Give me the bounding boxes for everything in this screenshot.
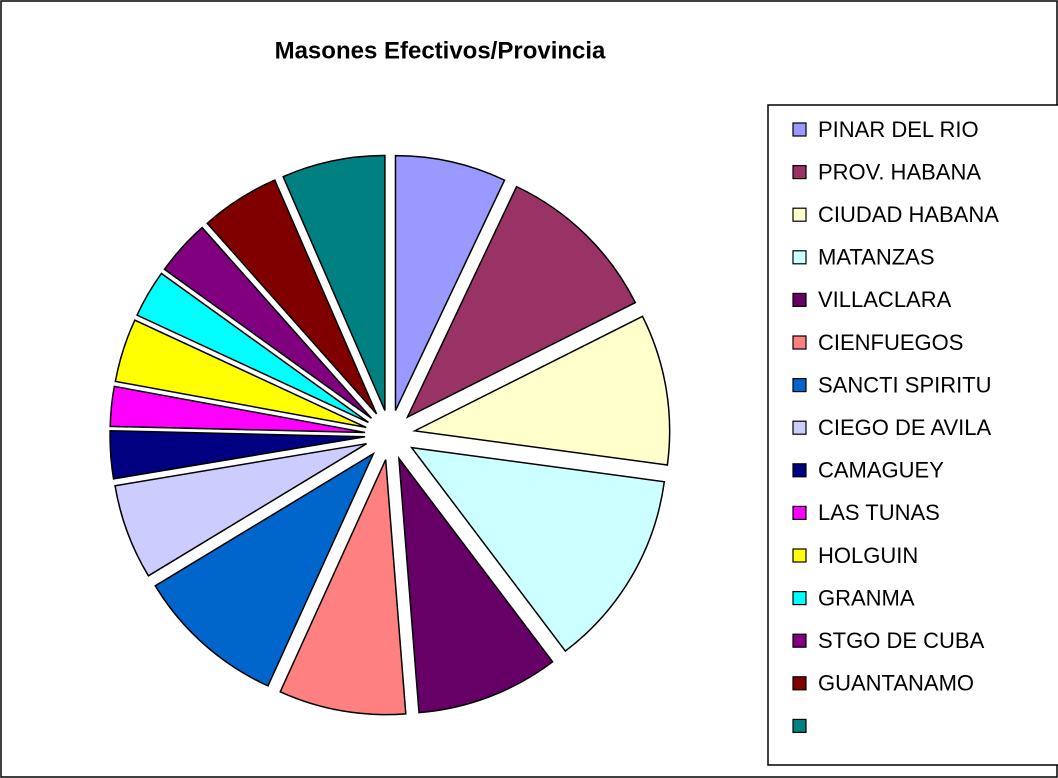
pie-slice	[206, 179, 378, 415]
pie-slice	[136, 272, 369, 424]
legend-swatch	[792, 463, 807, 478]
legend-label: PROV. HABANA	[818, 159, 981, 184]
legend-swatch	[792, 378, 807, 393]
legend-label: PINAR DEL RIO	[818, 117, 979, 142]
legend-swatch	[792, 122, 807, 137]
legend-swatch	[792, 335, 807, 350]
legend-swatch	[792, 165, 807, 180]
pie-slice	[109, 429, 366, 480]
legend-label: VILLACLARA	[818, 287, 952, 312]
legend-swatch	[792, 250, 807, 265]
pie-slice	[279, 459, 407, 716]
legend-label: STGO DE CUBA	[818, 628, 985, 653]
legend-swatch	[792, 676, 807, 691]
legend-label: HOLGUIN	[818, 543, 918, 568]
pie-slice	[394, 154, 506, 411]
legend-label: CIENFUEGOS	[818, 330, 963, 355]
legend-swatch	[792, 633, 807, 648]
legend-swatch	[792, 590, 807, 606]
legend-swatch	[792, 207, 807, 222]
pie-slice	[282, 154, 386, 411]
pie-slice	[405, 185, 637, 419]
pie-slice	[397, 455, 554, 714]
legend-label: CAMAGUEY	[818, 458, 944, 483]
legend-label: LAS TUNAS	[818, 500, 940, 525]
pie-slice	[409, 446, 666, 653]
legend-box	[767, 104, 1058, 766]
pie-slice	[114, 319, 367, 429]
pie-slice	[412, 315, 671, 466]
chart-title: Masones Efectivos/Provincia	[275, 37, 606, 64]
pie-slice	[114, 442, 367, 577]
legend-swatch	[792, 548, 807, 563]
pie-slice	[109, 385, 366, 434]
legend-label: GRANMA	[818, 585, 915, 610]
legend-label: MATANZAS	[818, 245, 935, 270]
legend-label: GUANTANAMO	[818, 671, 974, 696]
legend-label: SANCTI SPIRITU	[818, 372, 992, 397]
legend-swatch	[792, 505, 807, 520]
pie-slice	[163, 226, 372, 419]
legend-label: CIUDAD HABANA	[818, 202, 999, 227]
legend-swatch	[792, 718, 807, 734]
legend-swatch	[792, 292, 807, 307]
legend-swatch	[792, 420, 807, 435]
pie-slice	[154, 451, 376, 687]
legend-label: CIEGO DE AVILA	[818, 415, 992, 440]
